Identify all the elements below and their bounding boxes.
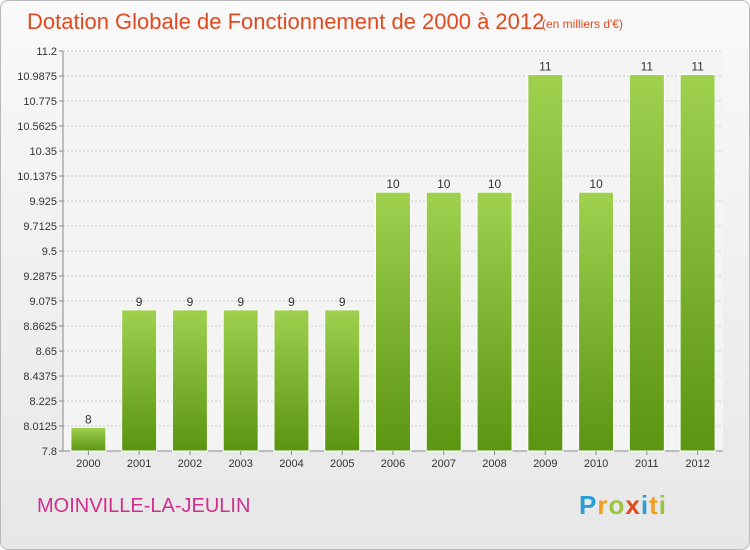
x-tick-label: 2001 [127, 458, 151, 470]
logo-letter: i [658, 490, 667, 520]
bar [121, 309, 158, 452]
bar-data-label: 8 [85, 412, 92, 426]
x-tick-label: 2005 [330, 458, 354, 470]
bar-data-label: 11 [691, 60, 704, 74]
y-tick-label: 8.8625 [23, 321, 57, 333]
commune-name: MOINVILLE-LA-JEULIN [37, 495, 251, 517]
y-tick-label: 10.775 [23, 96, 57, 108]
bar [628, 74, 665, 452]
y-tick-label: 8.225 [29, 396, 57, 408]
bar-data-label: 9 [136, 295, 143, 309]
proxiti-logo[interactable]: Proxiti [579, 490, 667, 521]
bar-data-label: 9 [187, 295, 194, 309]
y-tick-label: 8.65 [36, 346, 57, 358]
bar [578, 191, 615, 452]
x-tick-label: 2012 [685, 458, 709, 470]
bar-data-label: 9 [288, 295, 295, 309]
chart-unit: (en milliers d'€) [542, 17, 623, 31]
x-tick-label: 2010 [584, 458, 608, 470]
y-tick-label: 7.8 [42, 446, 57, 458]
y-tick-label: 10.9875 [17, 71, 57, 83]
bar [324, 309, 361, 452]
bar [527, 74, 564, 452]
bar [70, 426, 107, 452]
bar-data-label: 9 [339, 295, 346, 309]
x-tick-label: 2006 [381, 458, 405, 470]
chart-title: Dotation Globale de Fonctionnement de 20… [27, 9, 545, 34]
x-tick-label: 2004 [279, 458, 303, 470]
x-tick-label: 2008 [482, 458, 506, 470]
bar [425, 191, 462, 452]
bar [375, 191, 411, 452]
bar-data-label: 10 [437, 177, 451, 191]
x-tick-label: 2000 [76, 458, 100, 470]
logo-letter: t [649, 490, 659, 520]
y-tick-label: 11.2 [36, 46, 57, 58]
logo-letter: r [597, 490, 609, 520]
logo-letter: o [608, 490, 626, 520]
y-tick-label: 9.7125 [23, 221, 57, 233]
y-tick-label: 9.925 [29, 196, 57, 208]
x-tick-label: 2007 [432, 458, 456, 470]
bar [273, 309, 310, 452]
x-tick-label: 2003 [228, 458, 252, 470]
bar-data-label: 10 [488, 177, 502, 191]
logo-letter: P [579, 490, 598, 520]
y-tick-label: 8.0125 [23, 421, 57, 433]
logo-letter: i [640, 490, 650, 520]
bar-data-label: 9 [237, 295, 244, 309]
logo-letter: x [625, 490, 641, 520]
bar-data-label: 11 [539, 60, 552, 74]
bar-data-label: 10 [589, 177, 603, 191]
y-tick-label: 9.2875 [23, 271, 57, 283]
x-tick-label: 2002 [178, 458, 202, 470]
y-tick-label: 10.35 [29, 146, 57, 158]
bar [171, 309, 208, 452]
bar [476, 191, 513, 452]
y-tick-label: 10.5625 [17, 121, 57, 133]
x-tick-label: 2011 [635, 458, 659, 470]
y-tick-label: 8.4375 [23, 371, 57, 383]
bar-data-label: 11 [641, 60, 654, 74]
bar [679, 74, 716, 452]
y-tick-label: 9.5 [42, 246, 57, 258]
x-tick-label: 2009 [533, 458, 557, 470]
bar [222, 309, 259, 452]
bar-data-label: 10 [386, 177, 400, 191]
y-tick-label: 9.075 [29, 296, 57, 308]
y-tick-label: 10.1375 [17, 171, 57, 183]
